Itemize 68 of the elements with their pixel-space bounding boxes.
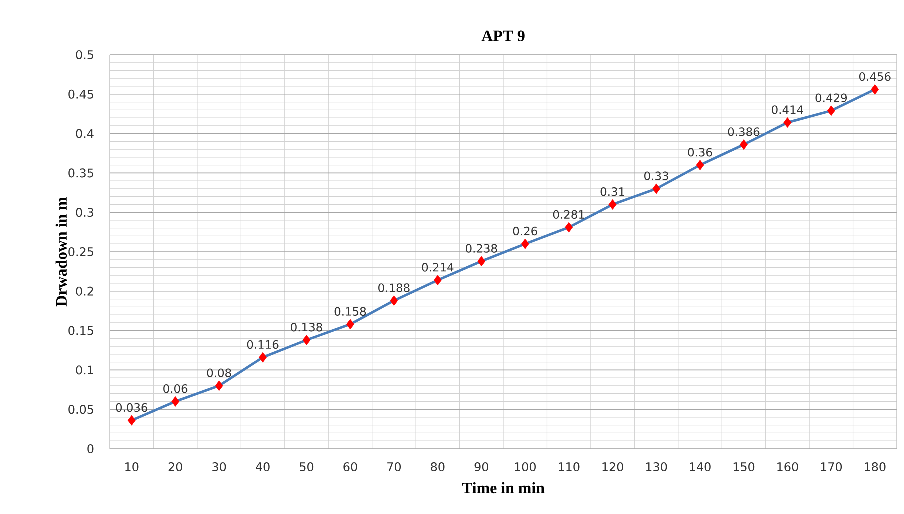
x-tick-label: 80 (431, 462, 445, 472)
x-tick-label: 120 (602, 462, 624, 472)
point (652, 184, 660, 194)
data-label: 0.429 (816, 94, 848, 102)
point (259, 352, 267, 363)
y-tick-label: 0.35 (68, 168, 94, 178)
y-tick-label: 0.25 (68, 247, 94, 257)
y-tick-label: 0.45 (68, 90, 94, 99)
point (565, 222, 574, 233)
point (215, 380, 224, 392)
y-tick-label: 0.05 (68, 405, 94, 414)
y-tick-label: 0.1 (76, 366, 94, 375)
data-label: 0.116 (247, 340, 279, 350)
y-tick-label: 0.2 (76, 286, 94, 296)
point (827, 106, 836, 116)
point (871, 84, 880, 95)
y-tick-label: 0.15 (68, 326, 94, 336)
point (434, 275, 442, 286)
y-tick-label: 0.4 (76, 129, 94, 138)
x-tick-label: 40 (256, 462, 270, 472)
y-tick-label: 0.3 (76, 208, 94, 218)
y-tick-label: 0 (88, 444, 94, 454)
x-tick-label: 90 (474, 462, 488, 472)
x-tick-label: 180 (865, 462, 886, 472)
point (128, 415, 136, 426)
data-label: 0.26 (513, 226, 538, 236)
point (784, 118, 792, 128)
data-label: 0.386 (728, 128, 760, 136)
point (346, 319, 354, 330)
point (696, 160, 704, 171)
point (740, 140, 748, 150)
x-tick-label: 50 (300, 462, 314, 472)
x-tick-label: 160 (778, 462, 798, 472)
data-label: 0.281 (553, 210, 584, 220)
data-label: 0.158 (334, 307, 366, 316)
data-label: 0.456 (860, 72, 891, 82)
data-label: 0.238 (466, 244, 498, 253)
y-axis-title: Drwadown in m (56, 197, 68, 307)
point (302, 335, 311, 346)
data-label: 0.138 (291, 323, 322, 332)
x-tick-label: 100 (515, 462, 536, 472)
data-label: 0.214 (422, 263, 454, 272)
data-label: 0.33 (644, 172, 668, 180)
x-tick-label: 140 (690, 462, 711, 472)
x-tick-label: 150 (734, 462, 755, 472)
x-tick-label: 20 (168, 462, 182, 472)
y-tick-label: 0.5 (76, 50, 94, 60)
x-tick-label: 10 (126, 462, 139, 472)
data-label: 0.188 (378, 284, 410, 292)
data-label: 0.36 (688, 148, 712, 157)
data-label: 0.31 (600, 188, 625, 196)
x-tick-label: 70 (388, 462, 402, 472)
data-label: 0.036 (116, 403, 148, 412)
x-tick-label: 130 (646, 462, 668, 472)
x-tick-label: 30 (212, 462, 226, 472)
point (521, 238, 530, 250)
data-label: 0.08 (207, 368, 232, 378)
x-tick-label: 60 (344, 462, 358, 472)
point (478, 256, 486, 267)
point (608, 200, 617, 210)
data-label: 0.06 (164, 384, 188, 394)
x-tick-label: 110 (558, 462, 580, 472)
chart-title: APT 9 (482, 30, 525, 42)
point (390, 296, 398, 306)
x-axis-title: Time in min (462, 482, 545, 494)
point (172, 396, 180, 407)
x-tick-label: 170 (821, 462, 842, 472)
data-label: 0.414 (772, 106, 804, 114)
